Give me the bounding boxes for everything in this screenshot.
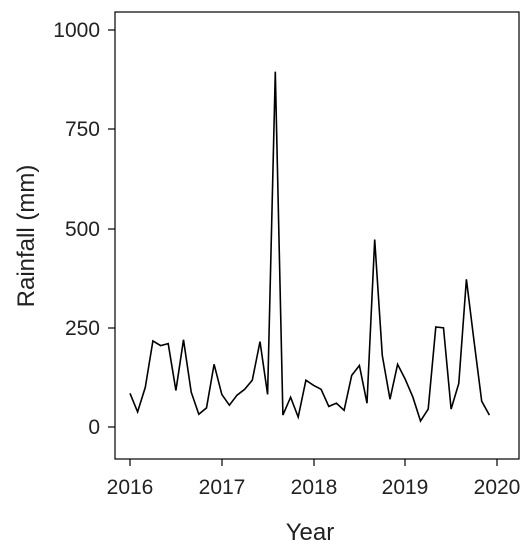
x-axis-title: Year — [286, 519, 335, 546]
x-tick-label: 2016 — [107, 476, 154, 499]
x-tick-label: 2018 — [291, 476, 338, 499]
y-tick-label: 500 — [65, 218, 100, 241]
y-axis-title: Rainfall (mm) — [13, 165, 40, 308]
series-layer — [129, 71, 491, 423]
series-line — [129, 71, 491, 423]
y-tick-label: 0 — [88, 416, 100, 439]
y-tick-label: 1000 — [53, 19, 100, 42]
x-tick-label: 2017 — [199, 476, 246, 499]
plot-frame — [114, 11, 520, 460]
x-tick-label: 2019 — [382, 476, 429, 499]
y-tick-label: 250 — [65, 317, 100, 340]
y-tick-label: 750 — [65, 118, 100, 141]
x-tick-label: 2020 — [474, 476, 521, 499]
x-axis: 2016 2017 2018 2019 2020 — [107, 459, 521, 499]
y-axis: 0 250 500 750 1000 — [53, 19, 115, 439]
